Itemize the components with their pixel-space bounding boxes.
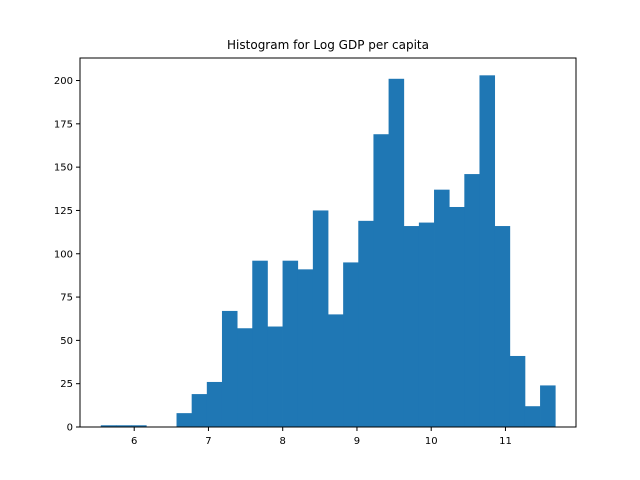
histogram-bar [328,314,344,427]
x-axis: 6 7 8 9 10 11 [131,427,512,447]
histogram-bar [206,381,223,427]
y-tick-label: 200 [54,76,73,87]
y-tick-label: 0 [67,423,73,434]
histogram-bar [509,355,526,427]
histogram-bar [343,262,359,427]
histogram-bar [131,425,147,427]
y-tick-label: 25 [60,379,73,390]
histogram-bar [524,406,541,427]
histogram-bar [191,394,208,427]
histogram-bar [373,134,389,428]
x-tick-label: 10 [425,436,438,447]
y-tick-label: 50 [60,336,73,347]
histogram-bars [100,75,556,428]
histogram-bar [267,326,283,427]
x-tick-label: 7 [205,436,211,447]
x-tick-label: 8 [280,436,286,447]
histogram-bar [358,220,374,427]
histogram-bar [434,189,450,427]
y-axis: 0 25 50 75 100 125 150 175 200 [54,76,80,434]
histogram-bar [464,174,480,427]
histogram-bar [100,425,117,427]
x-tick-label: 9 [354,436,360,447]
y-tick-label: 75 [60,293,73,304]
plot-frame [79,57,577,428]
y-tick-label: 150 [54,163,73,174]
histogram-bar [418,222,435,427]
histogram-bar [297,269,314,427]
y-tick-label: 175 [54,119,73,130]
histogram-bar [176,413,193,427]
histogram-bar [388,78,405,428]
histogram-bar [312,210,329,427]
histogram-bar [282,260,299,427]
x-tick-label: 6 [131,436,137,447]
histogram-bar [252,260,268,427]
histogram-bar [479,75,496,427]
chart-title: Histogram for Log GDP per capita [227,38,429,52]
histogram-bar [540,385,556,427]
x-tick-label: 11 [499,436,512,447]
histogram-bar [494,226,511,427]
y-tick-label: 125 [54,206,73,217]
y-tick-label: 100 [54,249,73,260]
histogram-bar [449,206,465,427]
histogram-bar [115,425,132,427]
histogram-bar [237,328,253,427]
histogram-bar [403,226,420,427]
histogram-bar [221,310,238,427]
